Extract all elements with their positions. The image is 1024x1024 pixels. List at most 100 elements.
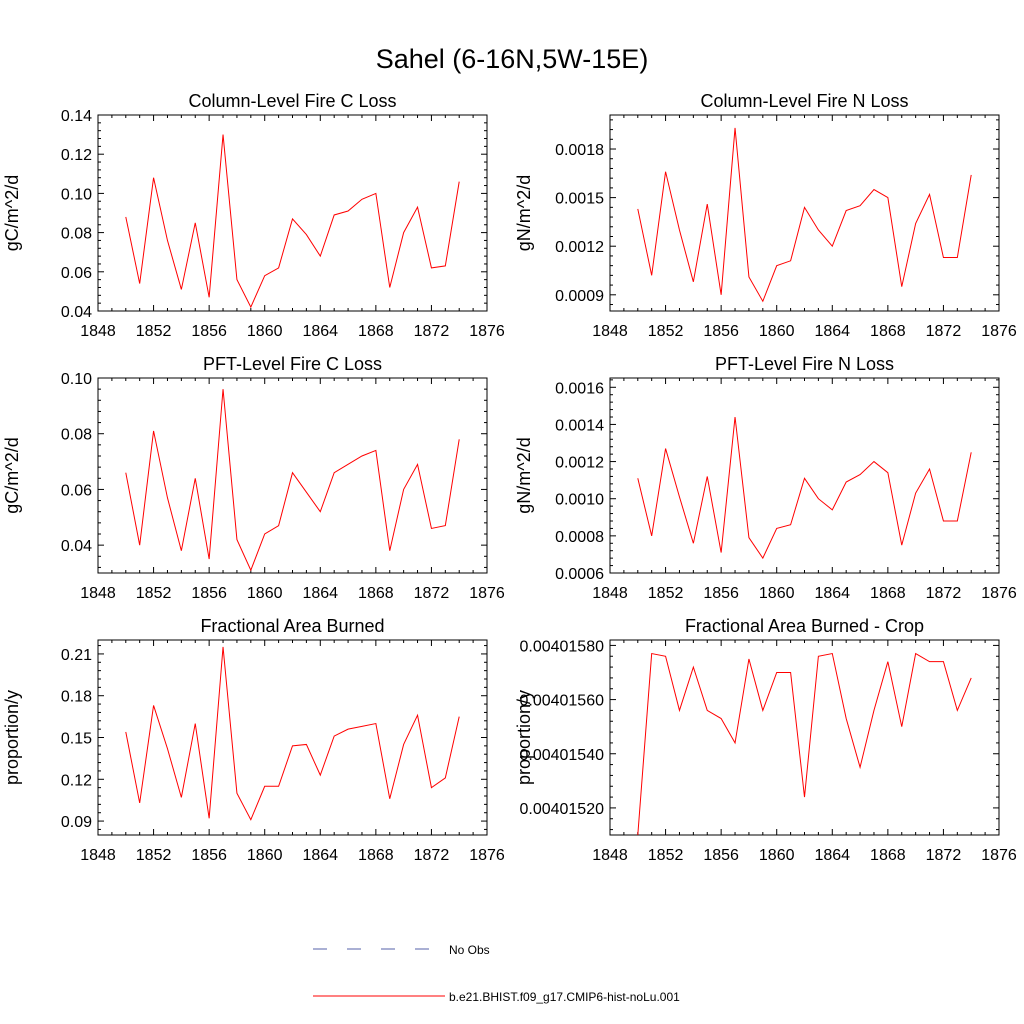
y-tick-label: 0.21 (61, 647, 92, 664)
legend-label: No Obs (449, 943, 490, 957)
x-tick-label: 1868 (870, 585, 906, 602)
y-axis-label: gC/m^2/d (2, 437, 22, 513)
plot-frame (609, 639, 1000, 836)
figure-title: Sahel (6-16N,5W-15E) (376, 44, 649, 74)
x-tick-label: 1868 (358, 323, 394, 340)
y-tick-label: 0.0012 (555, 455, 604, 472)
x-tick-label: 1864 (302, 585, 338, 602)
x-tick-label: 1876 (469, 323, 505, 340)
x-tick-label: 1876 (981, 585, 1017, 602)
x-tick-label: 1876 (981, 847, 1017, 864)
x-tick-label: 1860 (759, 323, 795, 340)
chart-panels: Column-Level Fire C Loss gC/m^2/d 1848 1852… (2, 91, 1017, 864)
chart-panel-1: Column-Level Fire C Loss gC/m^2/d 1848 1852… (2, 91, 505, 340)
y-tick-label: 0.00401520 (519, 801, 604, 818)
x-tick-label: 1868 (358, 585, 394, 602)
y-tick-label: 0.0010 (555, 492, 604, 509)
plot-frame (97, 639, 488, 836)
series-line (637, 127, 972, 303)
x-tick-label: 1848 (80, 323, 116, 340)
panel-title: Column-Level Fire N Loss (700, 91, 908, 111)
y-tick-label: 0.0014 (555, 417, 604, 434)
plot-frame (609, 377, 1000, 574)
chart-panel-6: Fractional Area Burned - Crop proportion/… (514, 616, 1017, 864)
series-line (125, 389, 460, 572)
y-tick-label: 0.12 (61, 147, 92, 164)
x-tick-label: 1848 (592, 847, 628, 864)
x-tick-label: 1868 (870, 323, 906, 340)
x-tick-label: 1872 (414, 585, 450, 602)
x-tick-label: 1860 (759, 847, 795, 864)
chart-panel-2: Column-Level Fire N Loss gN/m^2/d 1848 1852… (514, 91, 1017, 340)
x-tick-label: 1876 (469, 847, 505, 864)
x-tick-label: 1864 (814, 585, 850, 602)
x-tick-label: 1868 (870, 847, 906, 864)
x-tick-label: 1848 (592, 585, 628, 602)
x-tick-label: 1856 (191, 323, 227, 340)
x-tick-label: 1852 (136, 847, 172, 864)
x-tick-label: 1872 (926, 323, 962, 340)
x-tick-label: 1848 (80, 585, 116, 602)
x-tick-label: 1864 (814, 847, 850, 864)
y-tick-label: 0.12 (61, 772, 92, 789)
y-tick-label: 0.0015 (555, 191, 604, 208)
y-tick-label: 0.0009 (555, 288, 604, 305)
y-tick-label: 0.09 (61, 814, 92, 831)
x-tick-label: 1876 (469, 585, 505, 602)
x-tick-label: 1852 (648, 585, 684, 602)
x-tick-label: 1852 (648, 323, 684, 340)
series-line (637, 652, 972, 836)
x-tick-label: 1868 (358, 847, 394, 864)
panel-title: PFT-Level Fire C Loss (203, 354, 382, 374)
y-tick-label: 0.00401560 (519, 693, 604, 710)
x-tick-label: 1864 (302, 847, 338, 864)
panel-title: Fractional Area Burned - Crop (685, 616, 924, 636)
x-tick-label: 1860 (247, 323, 283, 340)
y-tick-label: 0.04 (61, 538, 92, 555)
y-tick-label: 0.18 (61, 689, 92, 706)
y-tick-label: 0.15 (61, 731, 92, 748)
panel-title: Fractional Area Burned (200, 616, 384, 636)
x-tick-label: 1856 (703, 847, 739, 864)
y-tick-label: 0.08 (61, 427, 92, 444)
y-tick-label: 0.00401540 (519, 747, 604, 764)
panel-title: PFT-Level Fire N Loss (715, 354, 894, 374)
x-tick-label: 1876 (981, 323, 1017, 340)
plot-frame (609, 114, 1000, 312)
y-axis-label: gN/m^2/d (514, 175, 534, 251)
y-tick-label: 0.0018 (555, 142, 604, 159)
x-tick-label: 1872 (926, 585, 962, 602)
y-tick-label: 0.00401580 (519, 638, 604, 655)
x-tick-label: 1864 (814, 323, 850, 340)
x-tick-label: 1872 (414, 323, 450, 340)
plot-frame (97, 377, 488, 574)
x-tick-label: 1856 (703, 585, 739, 602)
x-tick-label: 1848 (80, 847, 116, 864)
x-tick-label: 1852 (136, 323, 172, 340)
y-tick-label: 0.06 (61, 482, 92, 499)
x-tick-label: 1856 (191, 585, 227, 602)
plot-frame (97, 114, 488, 312)
x-tick-label: 1860 (247, 585, 283, 602)
series-line (125, 646, 460, 821)
x-tick-label: 1856 (703, 323, 739, 340)
panel-title: Column-Level Fire C Loss (188, 91, 396, 111)
y-axis-label: proportion/y (514, 690, 534, 785)
x-tick-label: 1856 (191, 847, 227, 864)
x-tick-label: 1852 (136, 585, 172, 602)
y-tick-label: 0.0006 (555, 566, 604, 583)
y-tick-label: 0.06 (61, 265, 92, 282)
y-tick-label: 0.0016 (555, 380, 604, 397)
series-line (125, 134, 460, 309)
x-tick-label: 1852 (648, 847, 684, 864)
legend: No Obs b.e21.BHIST.f09_g17.CMIP6-hist-noL… (313, 943, 680, 1004)
y-tick-label: 0.10 (61, 186, 92, 203)
x-tick-label: 1872 (414, 847, 450, 864)
x-tick-label: 1860 (247, 847, 283, 864)
x-tick-label: 1864 (302, 323, 338, 340)
chart-panel-5: Fractional Area Burned proportion/y 1848 18… (2, 616, 505, 864)
y-tick-label: 0.04 (61, 304, 92, 321)
y-axis-label: gN/m^2/d (514, 437, 534, 513)
x-tick-label: 1848 (592, 323, 628, 340)
